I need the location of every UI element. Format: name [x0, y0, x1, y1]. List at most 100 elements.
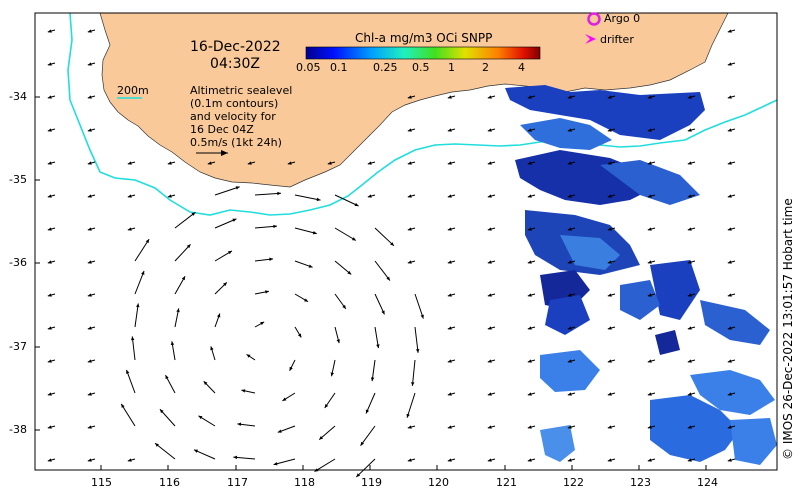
annotation-line: Altimetric sealevel [190, 84, 293, 97]
velocity-arrow [294, 227, 317, 235]
velocity-arrowhead [87, 29, 92, 33]
velocity-arrowhead [367, 194, 372, 198]
velocity-arrowhead [319, 435, 324, 440]
velocity-arrowhead [447, 293, 452, 297]
velocity-arrowhead [607, 260, 612, 264]
velocity-arrowhead [308, 264, 313, 268]
plot-frame [34, 12, 778, 471]
velocity-arrowhead [727, 425, 732, 429]
velocity-arrowhead [687, 95, 692, 99]
velocity-arrowhead [47, 425, 52, 429]
velocity-arrowhead [246, 354, 251, 358]
velocity-arrow [254, 225, 278, 229]
velocity-arrowhead [354, 202, 359, 207]
velocity-arrow [273, 458, 296, 466]
velocity-arrowhead [567, 128, 572, 132]
annotation-line: (0.1m contours) [190, 97, 279, 110]
x-tick-label: 124 [697, 476, 718, 489]
velocity-arrow [334, 194, 359, 207]
x-tick-label: 118 [294, 476, 315, 489]
velocity-arrowhead [687, 458, 692, 462]
velocity-arrowhead [407, 194, 412, 198]
velocity-arrowhead [567, 458, 572, 462]
velocity-arrow [411, 359, 416, 386]
velocity-arrowhead [191, 212, 196, 216]
velocity-arrowhead [47, 62, 52, 66]
velocity-arrowhead [647, 128, 652, 132]
chl-patch [620, 280, 660, 320]
chl-patch [730, 418, 777, 465]
velocity-arrowhead [411, 382, 415, 386]
velocity-arrowhead [365, 409, 370, 414]
velocity-arrowhead [727, 326, 732, 330]
velocity-arrowhead [87, 194, 92, 198]
velocity-arrowhead [360, 441, 365, 446]
velocity-arrowhead [607, 425, 612, 429]
velocity-arrowhead [447, 392, 452, 396]
colorbar-gradient [305, 46, 541, 60]
velocity-arrowhead [47, 194, 52, 198]
velocity-arrowhead [193, 449, 198, 453]
colorbar-tick: 4 [518, 61, 525, 74]
velocity-arrowhead [487, 458, 492, 462]
velocity-arrowhead [47, 326, 52, 330]
velocity-arrowhead [87, 425, 92, 429]
velocity-arrowhead [647, 260, 652, 264]
y-tick-label: -34 [9, 90, 27, 103]
credit-text: © IMOS 26-Dec-2022 13:01:57 Hobart time [781, 198, 795, 460]
velocity-arrowhead [145, 239, 150, 244]
velocity-arrowhead [447, 260, 452, 264]
chl-patch [655, 330, 680, 355]
y-tick-label: -38 [9, 423, 27, 436]
velocity-arrowhead [277, 191, 281, 196]
velocity-arrowhead [727, 95, 732, 99]
velocity-arrowhead [527, 227, 532, 231]
y-tick-label: -36 [9, 256, 27, 269]
velocity-arrowhead [87, 161, 92, 165]
annotation-line: and velocity for [190, 110, 276, 123]
velocity-arrowhead [376, 344, 380, 349]
velocity-arrowhead [487, 161, 492, 165]
velocity-arrowhead [235, 186, 240, 190]
velocity-arrow [159, 408, 176, 427]
drifter-legend-label: drifter [600, 33, 634, 46]
colorbar-tick: 2 [482, 61, 489, 74]
velocity-arrow [414, 293, 424, 319]
velocity-arrowhead [342, 304, 346, 309]
colorbar-title: Chl-a mg/m3 OCi SNPP [355, 31, 493, 45]
annotation-line: 0.5m/s (1kt 24h) [190, 136, 282, 149]
velocity-arrowhead [607, 161, 612, 165]
velocity-arrowhead [87, 128, 92, 132]
velocity-arrowhead [87, 392, 92, 396]
velocity-arrowhead [407, 95, 412, 99]
velocity-arrowhead [170, 341, 175, 346]
velocity-arrowhead [287, 161, 292, 165]
velocity-arrowhead [647, 359, 652, 363]
velocity-arrowhead [198, 415, 203, 420]
velocity-arrow [233, 456, 256, 460]
velocity-arrowhead [487, 392, 492, 396]
velocity-arrowhead [607, 458, 612, 462]
velocity-arrowhead [447, 194, 452, 198]
velocity-arrowhead [727, 293, 732, 297]
chl-patch [505, 85, 705, 140]
velocity-arrowhead [223, 282, 227, 287]
scale-arrow-icon [196, 150, 228, 156]
velocity-arrowhead [87, 227, 92, 231]
velocity-arrowhead [727, 62, 732, 66]
chl-patch [690, 370, 775, 415]
velocity-arrowhead [370, 377, 375, 382]
chl-patch [650, 260, 700, 320]
velocity-arrowhead [687, 293, 692, 297]
velocity-arrowhead [336, 339, 340, 344]
velocity-arrowhead [127, 194, 132, 198]
chl-patch [545, 295, 590, 335]
velocity-arrowhead [381, 310, 385, 315]
velocity-arrowhead [727, 458, 732, 462]
velocity-arrowhead [203, 381, 208, 386]
velocity-arrowhead [351, 237, 356, 241]
velocity-arrowhead [527, 161, 532, 165]
velocity-arrow [134, 270, 145, 295]
velocity-arrowhead [282, 397, 287, 401]
axis-tick-marks [35, 96, 707, 470]
